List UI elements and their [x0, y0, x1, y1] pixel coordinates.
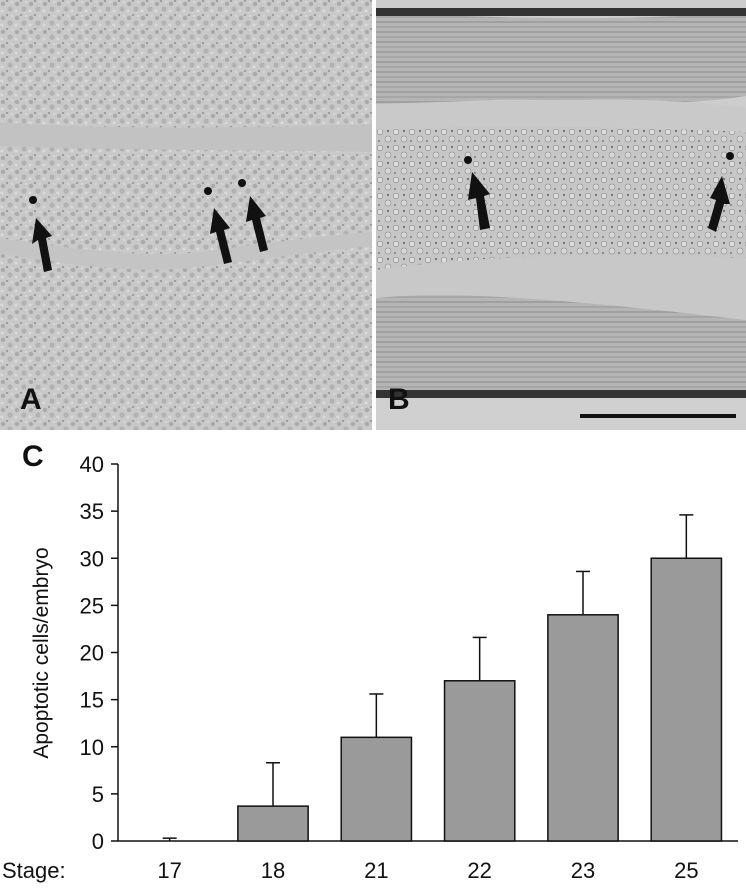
- y-axis-label: Apoptotic cells/embryo: [30, 547, 53, 758]
- arrows-a: [29, 179, 268, 272]
- x-axis-prefix: Stage:: [2, 858, 66, 883]
- y-tick-label: 40: [80, 452, 104, 477]
- y-tick-label: 5: [92, 782, 104, 807]
- bar: [237, 805, 309, 842]
- x-tick-label: 25: [674, 858, 698, 883]
- bar: [340, 736, 413, 842]
- y-tick-label: 10: [80, 735, 104, 760]
- bar: [443, 680, 516, 842]
- micrograph-b-image: [376, 0, 746, 430]
- micrograph-panel-b: [376, 0, 746, 430]
- x-tick-label: 21: [364, 858, 388, 883]
- y-tick-label: 30: [80, 546, 104, 571]
- y-tick-label: 15: [80, 688, 104, 713]
- bar: [650, 557, 723, 842]
- y-tick-label: 0: [92, 829, 104, 854]
- x-tick-label: 18: [261, 858, 285, 883]
- x-tick-label: 17: [157, 858, 181, 883]
- y-axis-ticks: 0 5 10 15 20 25 30 35 40: [80, 452, 118, 854]
- micrograph-panel-a: [0, 0, 372, 430]
- chart-axes: [117, 464, 738, 842]
- panel-label-b: B: [388, 383, 410, 416]
- y-tick-label: 25: [80, 593, 104, 618]
- panel-label-a: A: [20, 383, 42, 416]
- panel-label-c: C: [22, 440, 44, 473]
- x-axis-ticks: 17 18 21 22 23 25: [157, 858, 698, 883]
- bar: [547, 614, 619, 842]
- y-tick-label: 35: [80, 499, 104, 524]
- arrows-b: [464, 152, 734, 232]
- chart-bars: [162, 514, 723, 842]
- micrograph-a-image: [0, 0, 372, 430]
- y-tick-label: 20: [80, 641, 104, 666]
- x-tick-label: 22: [467, 858, 491, 883]
- scale-bar: [580, 414, 736, 418]
- x-tick-label: 23: [571, 858, 595, 883]
- apoptosis-bar-chart: 0 5 10 15 20 25 30 35 40 17 18 21 22 23 25 Apoptotic …: [2, 452, 738, 883]
